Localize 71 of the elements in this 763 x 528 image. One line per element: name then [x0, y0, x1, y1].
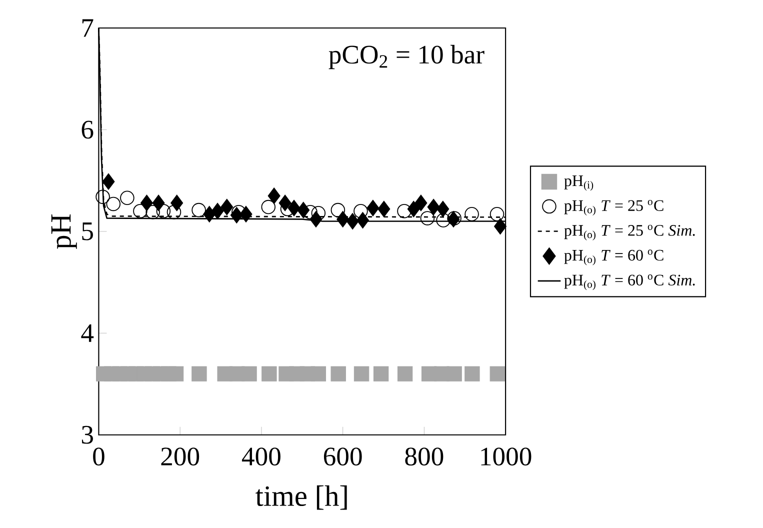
point [464, 206, 479, 222]
y-tick-label: 4 [81, 324, 94, 342]
point [156, 204, 171, 218]
point [310, 366, 326, 382]
y-axis-title: pH [51, 214, 77, 249]
point [310, 210, 322, 228]
point [242, 366, 257, 382]
point [106, 196, 121, 211]
x-tick-label: 1000 [481, 447, 532, 466]
point [140, 194, 153, 212]
point [220, 198, 234, 216]
point [211, 202, 224, 220]
point [356, 212, 370, 228]
point [261, 200, 276, 214]
y-tick-label: 6 [82, 120, 94, 139]
x-tick-label: 200 [161, 447, 200, 466]
point [407, 200, 420, 218]
point [192, 366, 207, 382]
point [288, 200, 300, 216]
point [262, 366, 277, 382]
point [436, 200, 450, 218]
point [436, 212, 450, 228]
legend-label: pH$_{(o)}$ T = 25 $^{o}$C Sim. [564, 224, 695, 240]
point [166, 204, 182, 220]
point [278, 194, 292, 212]
point [490, 366, 506, 382]
point [120, 190, 134, 205]
x-tick-label: 600 [324, 447, 362, 466]
annotation: pCO$_{2}$ = 10 bar [328, 44, 484, 69]
legend-label: pH$_{(o)}$ T = 60 $^{o}$C [564, 250, 664, 266]
point [96, 190, 110, 204]
point [336, 210, 350, 228]
point [152, 194, 165, 212]
y-tick-label: 5 [82, 222, 93, 240]
point [268, 187, 280, 204]
point [330, 366, 346, 382]
y-tick-label: 3 [82, 426, 93, 444]
point [133, 204, 148, 218]
legend-label: pH$_{(i)}$ [564, 175, 594, 191]
point [354, 366, 370, 382]
point [420, 210, 435, 226]
point [354, 204, 368, 218]
point [464, 366, 480, 382]
x-tick-label: 0 [93, 447, 104, 466]
point [168, 366, 184, 382]
point [397, 204, 412, 218]
point [490, 206, 504, 222]
point [297, 202, 310, 218]
point [240, 206, 252, 222]
point [192, 202, 206, 218]
point [170, 194, 184, 212]
point [346, 212, 359, 230]
point [373, 366, 389, 382]
x-axis-title: time [h] [256, 485, 347, 510]
point [427, 198, 440, 216]
x-tick-label: 400 [242, 447, 280, 466]
point [330, 202, 346, 218]
x-tick-label: 800 [405, 447, 444, 466]
point [397, 366, 413, 382]
legend-label: pH$_{(o)}$ T = 25 $^{o}$C [564, 200, 664, 216]
point [203, 206, 216, 222]
legend-label: pH$_{(o)}$ T = 60 $^{o}$C Sim. [564, 274, 695, 290]
point [311, 206, 326, 220]
point [414, 194, 428, 212]
point [102, 173, 115, 190]
point [494, 218, 507, 235]
point [230, 206, 243, 224]
y-tick-label: 7 [82, 19, 94, 37]
point [446, 366, 462, 382]
point [366, 200, 380, 216]
point [378, 200, 390, 218]
